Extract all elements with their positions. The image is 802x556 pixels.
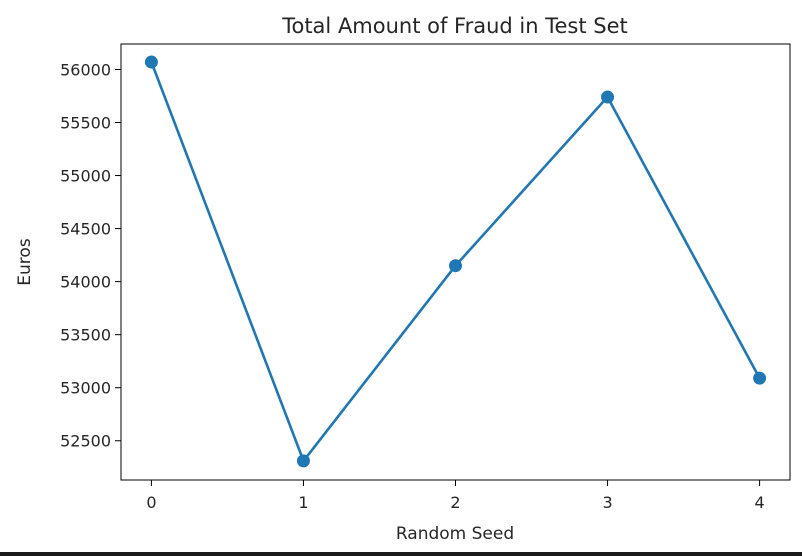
y-tick-label: 56000 [60,60,111,79]
y-tick-label: 54000 [60,273,111,292]
y-axis: 52500 53000 53500 54000 54500 55000 55500 56000 [60,60,121,451]
y-tick-label: 54500 [60,220,111,239]
chart-title: Total Amount of Fraud in Test Set [281,14,628,38]
x-tick-label: 0 [146,493,156,512]
y-tick-label: 53500 [60,326,111,345]
x-axis-label: Random Seed [396,524,514,544]
data-point [601,90,615,104]
data-point [144,55,158,69]
y-tick-label: 55500 [60,114,111,133]
y-tick-label: 53000 [60,379,111,398]
bottom-border [0,552,802,556]
data-point [296,454,310,468]
x-tick-label: 1 [298,493,308,512]
y-tick-label: 52500 [60,432,111,451]
x-tick-label: 3 [602,493,612,512]
data-point [449,259,462,273]
y-axis-label: Euros [15,238,35,286]
data-point [753,371,767,385]
x-tick-label: 2 [450,493,460,512]
series-layer [144,55,767,468]
x-axis: 0 1 2 3 4 [146,480,765,512]
y-tick-label: 55000 [60,167,111,186]
x-tick-label: 4 [754,493,764,512]
